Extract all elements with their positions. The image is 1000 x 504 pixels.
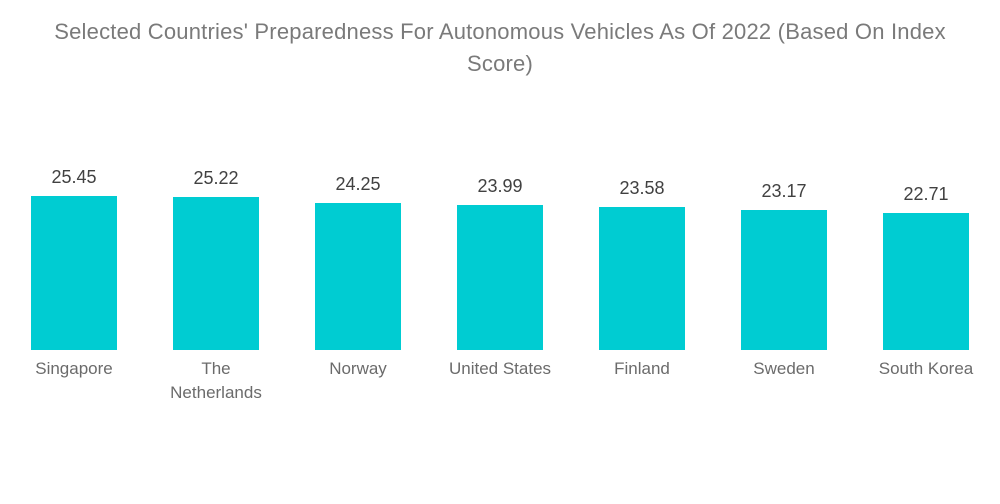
bar-value-label: 24.25 [335,174,381,194]
bar-category-label: Singapore [3,357,145,405]
bar-category-label-text: The Netherlands [170,359,262,402]
bar-category-label-text: Sweden [753,359,815,378]
bar [457,205,543,350]
bar-column: 22.71 [855,184,997,350]
bar-column: 23.58 [571,178,713,350]
bar-value-label: 22.71 [903,184,949,204]
bar-value-label: 23.58 [619,178,665,198]
bar-category-label: South Korea [855,357,997,405]
bar [599,207,685,350]
bar-column: 25.45 [3,167,145,350]
bar-column: 23.99 [429,176,571,350]
bar-value-label: 23.99 [477,176,523,196]
bar-category-label: Sweden [713,357,855,405]
bar-category-label: United States [429,357,571,405]
bar-value-label: 25.22 [193,168,239,188]
bar-category-label: Norway [287,357,429,405]
bar-category-label: Finland [571,357,713,405]
bar [883,213,969,350]
bar-column: 25.22 [145,168,287,350]
bars-row: 25.45 25.22 24.25 23.99 23.58 23.17 22.7… [3,0,997,350]
bar-column: 23.17 [713,181,855,350]
bar-value-label: 25.45 [51,167,97,187]
bar-category-label-text: Finland [614,359,670,378]
category-labels-row: Singapore The Netherlands Norway United … [3,357,997,405]
bar [315,203,401,350]
bar [173,197,259,350]
bar-category-label-text: Norway [329,359,387,378]
bar-category-label-text: Singapore [35,359,113,378]
chart-title: Selected Countries' Preparedness For Aut… [54,19,946,76]
bar-category-label-text: United States [448,359,552,378]
bar [31,196,117,350]
bar-category-label: The Netherlands [145,357,287,405]
bar [741,210,827,350]
bar-column: 24.25 [287,174,429,350]
bar-value-label: 23.17 [761,181,807,201]
bar-category-label-text: South Korea [878,359,974,378]
